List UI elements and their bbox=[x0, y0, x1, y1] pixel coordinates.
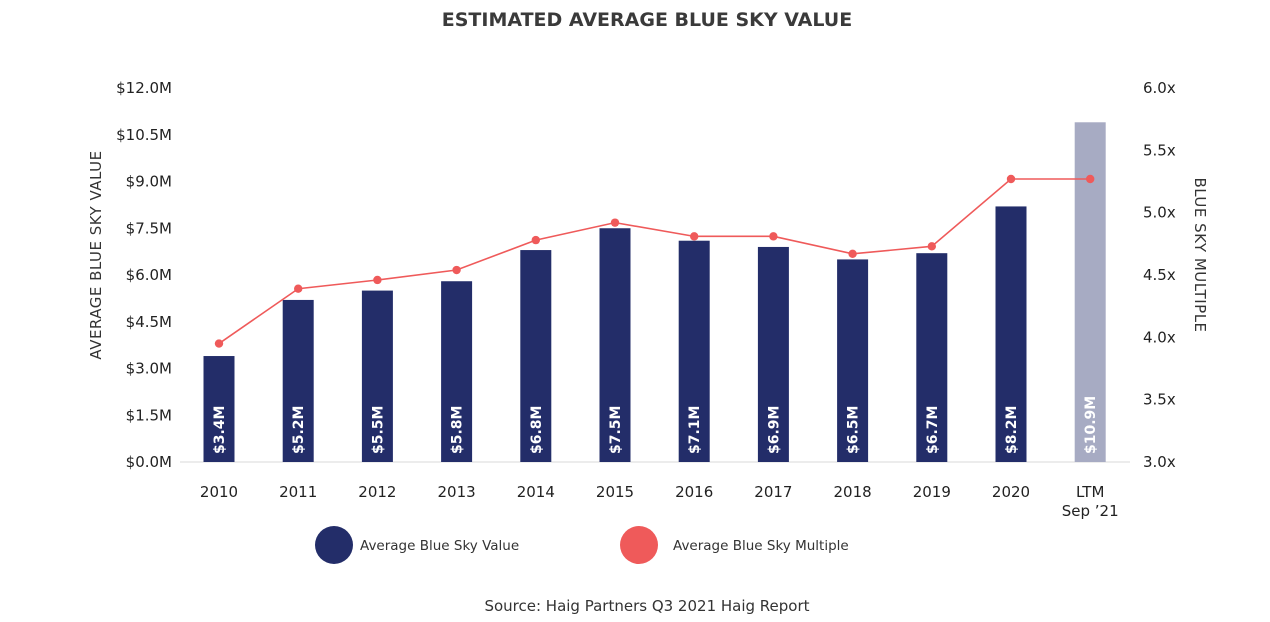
bar-value-label: $5.8M bbox=[450, 406, 466, 454]
bar bbox=[757, 246, 789, 462]
bar-value-label: $10.9M bbox=[1083, 396, 1099, 454]
line-series bbox=[214, 174, 1095, 348]
right-axis-title: BLUE SKY MULTIPLE bbox=[1191, 177, 1209, 332]
bar-value-label: $6.9M bbox=[766, 406, 782, 454]
x-axis-tick-label: 2010 bbox=[200, 483, 238, 501]
multiple-point bbox=[373, 275, 382, 285]
legend-swatch-multiple bbox=[620, 526, 658, 564]
left-axis-tick-label: $3.0M bbox=[126, 360, 172, 378]
right-axis-tick-label: 6.0x bbox=[1143, 79, 1176, 97]
bar-value-label: $5.5M bbox=[370, 406, 386, 454]
left-axis-tick-label: $6.0M bbox=[126, 266, 172, 284]
x-axis-tick-label: 2016 bbox=[675, 483, 713, 501]
bar bbox=[203, 356, 235, 462]
left-axis-tick-label: $1.5M bbox=[126, 406, 172, 424]
bar-value-label: $5.2M bbox=[291, 406, 307, 454]
right-axis-tick-label: 4.5x bbox=[1143, 266, 1176, 284]
multiple-point bbox=[452, 265, 461, 275]
multiple-point bbox=[848, 249, 857, 259]
x-axis-tick-label: 2017 bbox=[754, 483, 792, 501]
multiple-point bbox=[610, 218, 620, 227]
x-axis-tick-label: 2014 bbox=[517, 483, 555, 501]
left-axis-tick-label: $0.0M bbox=[126, 453, 172, 471]
bar-value-label: $7.1M bbox=[687, 406, 703, 454]
source-note: Source: Haig Partners Q3 2021 Haig Repor… bbox=[484, 597, 809, 615]
left-axis-tick-label: $4.5M bbox=[126, 313, 172, 331]
multiple-point bbox=[690, 232, 699, 241]
right-axis-tick-label: 3.0x bbox=[1143, 453, 1176, 471]
bar bbox=[995, 206, 1027, 462]
bar bbox=[837, 259, 869, 462]
x-axis-tick-label: 2013 bbox=[438, 483, 476, 501]
multiple-line bbox=[218, 178, 1091, 345]
multiple-point bbox=[1086, 174, 1095, 184]
right-axis-tick-label: 5.5x bbox=[1143, 141, 1176, 159]
bar-value-label: $3.4M bbox=[212, 406, 228, 454]
bar bbox=[599, 228, 631, 462]
bar bbox=[441, 281, 473, 462]
right-axis-tick-label: 4.0x bbox=[1143, 328, 1176, 346]
bar bbox=[520, 250, 552, 462]
left-axis-tick-label: $10.5M bbox=[116, 126, 172, 144]
multiple-point bbox=[294, 284, 303, 293]
multiple-point bbox=[1006, 174, 1016, 184]
x-axis-tick-label: 2012 bbox=[358, 483, 396, 501]
x-axis-tick-label: 2019 bbox=[913, 483, 951, 501]
multiple-point bbox=[214, 339, 224, 348]
x-axis-tick-label: LTM Sep ’21 bbox=[1062, 483, 1119, 520]
multiple-point bbox=[927, 242, 936, 251]
x-axis-tick-label: 2011 bbox=[279, 483, 317, 501]
bar-value-label: $6.5M bbox=[846, 406, 862, 454]
bar-value-label: $6.7M bbox=[925, 406, 941, 454]
multiple-point bbox=[769, 232, 778, 241]
bar bbox=[678, 240, 710, 462]
x-axis-ticks: 2010 2011 2012 2013 2014 2015 2016 2017 2018 2019… bbox=[200, 483, 1119, 520]
bar-value-label: $6.8M bbox=[529, 406, 545, 454]
x-axis-tick-label: 2015 bbox=[596, 483, 634, 501]
left-axis-tick-label: $9.0M bbox=[126, 173, 172, 191]
legend: Average Blue Sky Value Average Blue Sky … bbox=[315, 526, 849, 564]
x-axis-tick-label: 2020 bbox=[992, 483, 1030, 501]
bar-value-label: $8.2M bbox=[1004, 406, 1020, 454]
left-axis-title: AVERAGE BLUE SKY VALUE bbox=[87, 150, 105, 359]
legend-label-multiple: Average Blue Sky Multiple bbox=[673, 538, 849, 554]
left-axis-tick-label: $7.5M bbox=[126, 219, 172, 237]
legend-label-value: Average Blue Sky Value bbox=[360, 538, 519, 554]
bar bbox=[282, 299, 314, 462]
right-axis-tick-label: 3.5x bbox=[1143, 391, 1176, 409]
bar-value-label: $7.5M bbox=[608, 406, 624, 454]
bar bbox=[916, 253, 948, 462]
bar-data-labels: $3.4M $5.2M $5.5M $5.8M $6.8M $7.5M $7.1M $6.9M… bbox=[212, 396, 1099, 454]
right-axis-tick-label: 5.0x bbox=[1143, 204, 1176, 222]
left-y-axis: $0.0M $1.5M $3.0M $4.5M $6.0M $7.5M $9.0M $10.5… bbox=[116, 79, 172, 471]
left-axis-tick-label: $12.0M bbox=[116, 79, 172, 97]
right-y-axis: 3.0x 3.5x 4.0x 4.5x 5.0x 5.5x 6.0x bbox=[1143, 79, 1176, 471]
x-axis-tick-label: 2018 bbox=[834, 483, 872, 501]
bar bbox=[361, 290, 393, 462]
legend-swatch-value bbox=[315, 526, 353, 564]
multiple-point bbox=[531, 235, 540, 245]
bar-series bbox=[203, 122, 1106, 463]
chart-title: ESTIMATED AVERAGE BLUE SKY VALUE bbox=[442, 9, 852, 31]
